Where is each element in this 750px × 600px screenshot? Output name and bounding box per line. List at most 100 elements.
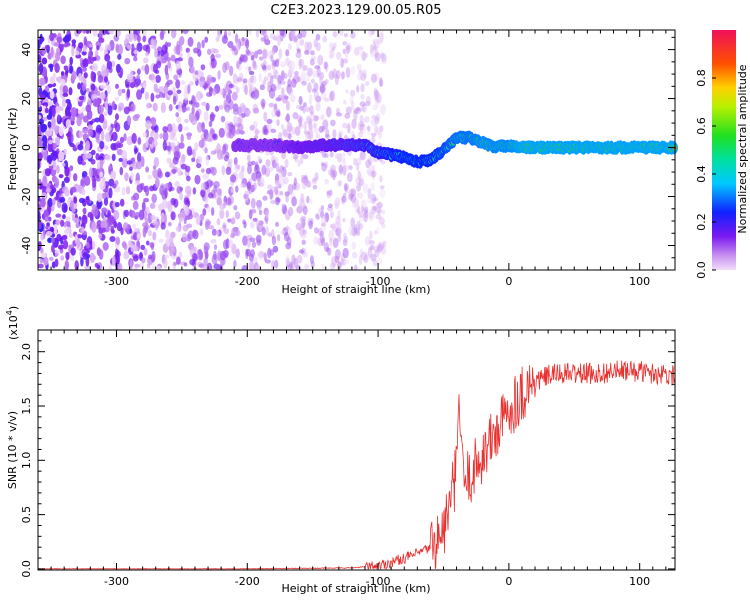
heatmap-noise-cell [357,131,363,138]
heatmap-noise-cell [380,53,387,62]
heatmap-noise-cell [151,139,158,148]
heatmap-noise-cell [276,234,281,242]
snr-y-axis-label: SNR (10 * v/v) [6,411,19,489]
heatmap-noise-cell [81,214,88,225]
heatmap-noise-cell [376,208,383,214]
heatmap-noise-cell [187,84,191,95]
heatmap-noise-cell [150,130,154,138]
heatmap-noise-cell [307,41,313,51]
heatmap-noise-cell [217,30,221,39]
heatmap-noise-cell [250,197,256,209]
heatmap-noise-cell [38,220,42,230]
heatmap-noise-cell [318,207,324,215]
heatmap-noise-cell [194,174,201,185]
heatmap-noise-cell [342,238,348,247]
heatmap-noise-cell [180,163,187,170]
heatmap-noise-cell [321,125,326,132]
heatmap-noise-cell [114,201,120,208]
heatmap-noise-cell [97,156,105,161]
heatmap-noise-cell [359,101,366,107]
heatmap-noise-cell [333,42,337,49]
heatmap-noise-cell [314,65,321,70]
heatmap-noise-cell [381,223,386,229]
heatmap-noise-cell [228,83,234,88]
heatmap-noise-cell [50,184,55,190]
heatmap-noise-cell [225,166,232,176]
heatmap-noise-cell [85,140,91,151]
colorbar-tick-label: 0.6 [695,117,708,135]
heatmap-noise-cell [324,178,330,185]
heatmap-noise-cell [324,153,329,158]
heatmap-noise-cell [311,178,318,185]
heatmap-noise-cell [257,155,262,162]
heatmap-noise-cell [294,125,301,136]
heatmap-noise-cell [172,168,177,175]
heatmap-noise-cell [344,112,351,119]
heatmap-noise-cell [60,55,66,65]
heatmap-noise-cell [135,211,140,218]
heatmap-noise-cell [373,87,378,97]
heatmap-noise-cell [357,72,363,81]
heatmap-noise-cell [373,89,379,101]
heatmap-noise-cell [133,34,138,42]
heatmap-noise-cell [60,219,65,227]
heatmap-noise-cell [305,115,312,125]
heatmap-noise-cell [64,166,70,177]
heatmap-noise-cell [116,222,123,232]
heatmap-noise-cell [210,129,215,135]
heatmap-noise-cell [367,30,373,38]
heatmap-noise-cell [73,173,78,182]
heatmap-noise-cell [346,42,352,53]
heatmap-noise-cell [342,258,350,265]
heatmap-noise-cell [348,193,353,201]
heatmap-noise-cell [51,106,56,118]
heatmap-noise-cell [307,130,314,140]
heatmap-noise-cell [69,56,73,66]
heatmap-noise-cell [121,150,128,160]
heatmap-noise-cell [142,82,147,89]
heatmap-noise-cell [84,265,91,270]
heatmap-noise-cell [224,61,230,71]
heatmap-noise-cell [335,69,341,79]
heatmap-noise-cell [366,125,371,132]
heatmap-noise-cell [117,263,122,270]
heatmap-noise-cell [252,217,258,222]
heatmap-noise-cell [323,242,330,253]
heatmap-noise-cell [153,83,158,93]
heatmap-frame [37,29,676,271]
heatmap-noise-cell [337,165,343,174]
heatmap-noise-cell [91,222,97,233]
heatmap-noise-cell [70,186,77,193]
heatmap-noise-cell [186,135,192,140]
heatmap-noise-cell [150,73,155,81]
heatmap-noise-cell [133,50,138,55]
heatmap-noise-cell [161,44,168,55]
heatmap-noise-cell [69,200,74,211]
heatmap-noise-cell [330,164,337,174]
heatmap-noise-cell [117,53,122,60]
heatmap-noise-cell [263,34,269,44]
heatmap-noise-cell [99,140,105,150]
heatmap-noise-cell [177,167,182,177]
heatmap-noise-cell [176,256,181,265]
heatmap-noise-cell [211,228,217,236]
heatmap-noise-cell [213,244,218,250]
heatmap-noise-cell [256,200,262,211]
heatmap-noise-cell [241,54,248,62]
heatmap-noise-cell [39,77,46,86]
heatmap-noise-cell [308,220,313,230]
heatmap-noise-cell [99,47,104,52]
heatmap-noise-cell [339,164,343,175]
heatmap-noise-cell [234,163,241,173]
heatmap-noise-cell [38,214,41,221]
heatmap-noise-cell [78,42,84,49]
heatmap-noise-cell [201,101,207,107]
snr-y-tick-label: 0.0 [20,560,33,578]
heatmap-noise-cell [115,113,119,121]
heatmap-noise-cell [109,236,116,242]
heatmap-noise-cell [54,136,60,146]
heatmap-noise-cell [47,155,52,165]
heatmap-noise-cell [123,250,130,260]
heatmap-noise-cell [269,249,275,256]
